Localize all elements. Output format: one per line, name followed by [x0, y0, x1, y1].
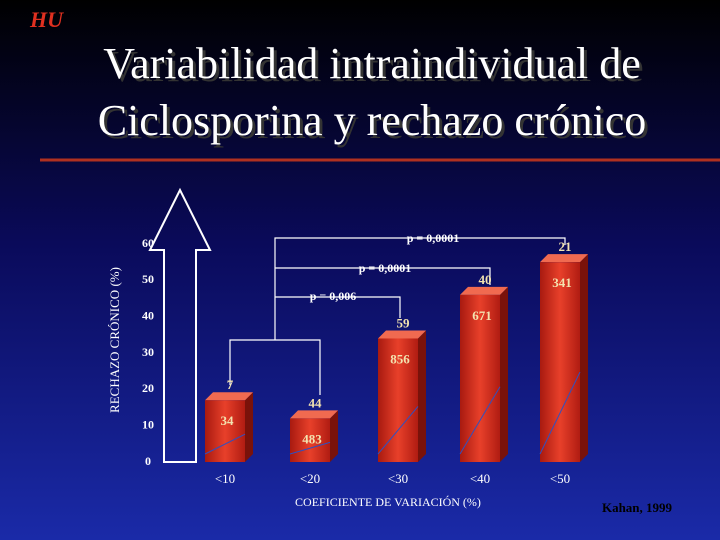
bar-top [540, 254, 588, 263]
bar-side [418, 330, 426, 462]
y-tick-label: 50 [142, 272, 154, 286]
bar [378, 338, 418, 462]
bar-decoration [204, 433, 246, 455]
data-label: 856 [390, 351, 410, 366]
data-label: 59 [397, 315, 411, 330]
source: Kahan, 1999 [602, 500, 673, 515]
bar-side [580, 254, 588, 462]
data-label: 7 [227, 377, 234, 392]
x-axis-title: COEFICIENTE DE VARIACIÓN (%) [295, 495, 481, 509]
data-label: 483 [302, 431, 322, 446]
data-label: 34 [221, 413, 235, 428]
brackets: p = 0,0001 p = 0,0001 p = 0,006 [229, 231, 566, 395]
bar-side [245, 392, 253, 462]
title-shadow: Ciclosporina y rechazo crónico [101, 99, 650, 148]
title-line: Variabilidad intraindividual de [103, 39, 641, 88]
bar-decoration [459, 386, 501, 455]
bar-top [205, 392, 253, 401]
bar-top [290, 410, 338, 419]
bar [205, 400, 245, 462]
y-tick-label: 0 [145, 454, 151, 468]
data-label: 40 [479, 272, 492, 287]
title-line: Ciclosporina y rechazo crónico [98, 96, 647, 145]
x-tick-label: <20 [300, 471, 320, 486]
bar-side [500, 286, 508, 462]
x-tick-label: <50 [550, 471, 570, 486]
p-value: p = 0,006 [310, 289, 357, 303]
bar-top [460, 286, 508, 295]
bracket-lines [229, 237, 566, 395]
bar-decoration [377, 406, 419, 455]
bar-side [330, 410, 338, 462]
bar-decoration [539, 371, 581, 455]
y-axis-title: RECHAZO CRÓNICO (%) [107, 267, 122, 413]
title-shadow: Variabilidad intraindividual de [106, 42, 644, 91]
logo: HU [29, 7, 64, 32]
x-tick-label: <10 [215, 471, 235, 486]
x-tick-label: <30 [388, 471, 408, 486]
p-value: p = 0,0001 [407, 231, 460, 245]
y-tick-label: 20 [142, 381, 154, 395]
data-label: 21 [559, 239, 572, 254]
bar [540, 262, 580, 462]
bar [290, 418, 330, 462]
y-tick-label: 10 [142, 417, 154, 431]
p-value: p = 0,0001 [359, 261, 412, 275]
y-axis-arrow [148, 187, 212, 463]
y-tick-label: 40 [142, 308, 154, 322]
bar [460, 294, 500, 462]
bar-decoration [289, 441, 331, 455]
bar-top [378, 330, 426, 339]
data-label: 341 [552, 275, 572, 290]
y-tick-label: 30 [142, 345, 154, 359]
data-label: 671 [472, 308, 492, 323]
y-tick-label: 60 [142, 236, 154, 250]
x-tick-label: <40 [470, 471, 490, 486]
data-label: 44 [309, 395, 323, 410]
